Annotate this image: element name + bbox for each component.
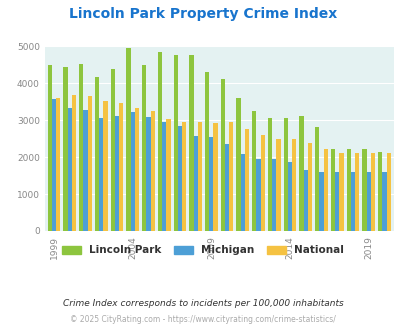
Bar (346, 149, 350, 231)
Bar (252, 111, 256, 231)
Bar (79, 64, 83, 231)
Bar (181, 122, 186, 231)
Bar (173, 55, 177, 231)
Bar (303, 170, 307, 231)
Bar (229, 122, 233, 231)
Bar (72, 95, 76, 231)
Text: Lincoln Park Property Crime Index: Lincoln Park Property Crime Index (69, 7, 336, 20)
Bar (48, 65, 52, 231)
Bar (276, 139, 280, 231)
Bar (366, 172, 370, 231)
Bar (319, 172, 323, 231)
Bar (68, 108, 72, 231)
Bar (323, 149, 327, 231)
Bar (298, 116, 303, 231)
Bar (287, 162, 292, 231)
Bar (339, 153, 343, 231)
Bar (166, 119, 170, 231)
Bar (382, 172, 386, 231)
Bar (146, 117, 150, 231)
Bar (236, 98, 240, 231)
Bar (330, 148, 334, 231)
Bar (220, 79, 224, 231)
Bar (370, 153, 374, 231)
Bar (158, 52, 162, 231)
Bar (142, 65, 146, 231)
Bar (377, 152, 382, 231)
Bar (292, 139, 296, 231)
Text: © 2025 CityRating.com - https://www.cityrating.com/crime-statistics/: © 2025 CityRating.com - https://www.city… (70, 315, 335, 324)
Bar (87, 96, 92, 231)
Bar (119, 103, 123, 231)
Bar (126, 48, 130, 231)
Bar (95, 77, 99, 231)
Bar (103, 101, 107, 231)
Legend: Lincoln Park, Michigan, National: Lincoln Park, Michigan, National (62, 246, 343, 255)
Text: Crime Index corresponds to incidents per 100,000 inhabitants: Crime Index corresponds to incidents per… (62, 299, 343, 308)
Bar (197, 122, 202, 231)
Bar (314, 127, 319, 231)
Bar (63, 67, 68, 231)
Bar (260, 135, 264, 231)
Bar (115, 116, 119, 231)
Bar (271, 159, 276, 231)
Bar (267, 118, 271, 231)
Bar (224, 144, 229, 231)
Bar (134, 108, 139, 231)
Bar (386, 153, 390, 231)
Bar (52, 99, 56, 231)
Bar (307, 143, 311, 231)
Bar (350, 172, 354, 231)
Bar (99, 118, 103, 231)
Bar (162, 122, 166, 231)
Bar (111, 69, 115, 231)
Bar (205, 73, 209, 231)
Bar (283, 118, 287, 231)
Bar (354, 153, 358, 231)
Bar (244, 129, 249, 231)
Bar (209, 137, 213, 231)
Bar (150, 111, 154, 231)
Bar (56, 98, 60, 231)
Bar (83, 110, 87, 231)
Bar (177, 126, 181, 231)
Bar (361, 148, 366, 231)
Bar (189, 55, 193, 231)
Bar (213, 123, 217, 231)
Bar (130, 112, 134, 231)
Bar (193, 136, 197, 231)
Bar (334, 172, 339, 231)
Bar (240, 154, 244, 231)
Bar (256, 159, 260, 231)
